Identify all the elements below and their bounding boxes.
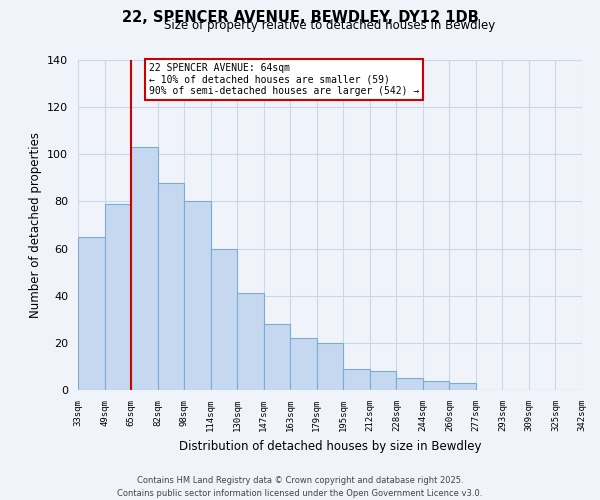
Y-axis label: Number of detached properties: Number of detached properties — [29, 132, 41, 318]
Bar — [237, 294, 263, 390]
Bar — [370, 371, 397, 390]
Text: Contains HM Land Registry data © Crown copyright and database right 2025.
Contai: Contains HM Land Registry data © Crown c… — [118, 476, 482, 498]
Bar — [263, 324, 290, 390]
Bar — [397, 378, 423, 390]
X-axis label: Distribution of detached houses by size in Bewdley: Distribution of detached houses by size … — [179, 440, 481, 452]
Bar — [104, 204, 131, 390]
Bar — [290, 338, 317, 390]
Bar — [184, 202, 211, 390]
Bar — [449, 383, 476, 390]
Bar — [211, 248, 237, 390]
Bar — [78, 237, 104, 390]
Bar — [158, 182, 184, 390]
Text: 22 SPENCER AVENUE: 64sqm
← 10% of detached houses are smaller (59)
90% of semi-d: 22 SPENCER AVENUE: 64sqm ← 10% of detach… — [149, 64, 419, 96]
Bar — [131, 147, 158, 390]
Text: 22, SPENCER AVENUE, BEWDLEY, DY12 1DB: 22, SPENCER AVENUE, BEWDLEY, DY12 1DB — [122, 10, 478, 25]
Bar — [423, 380, 449, 390]
Title: Size of property relative to detached houses in Bewdley: Size of property relative to detached ho… — [164, 20, 496, 32]
Bar — [317, 343, 343, 390]
Bar — [343, 369, 370, 390]
